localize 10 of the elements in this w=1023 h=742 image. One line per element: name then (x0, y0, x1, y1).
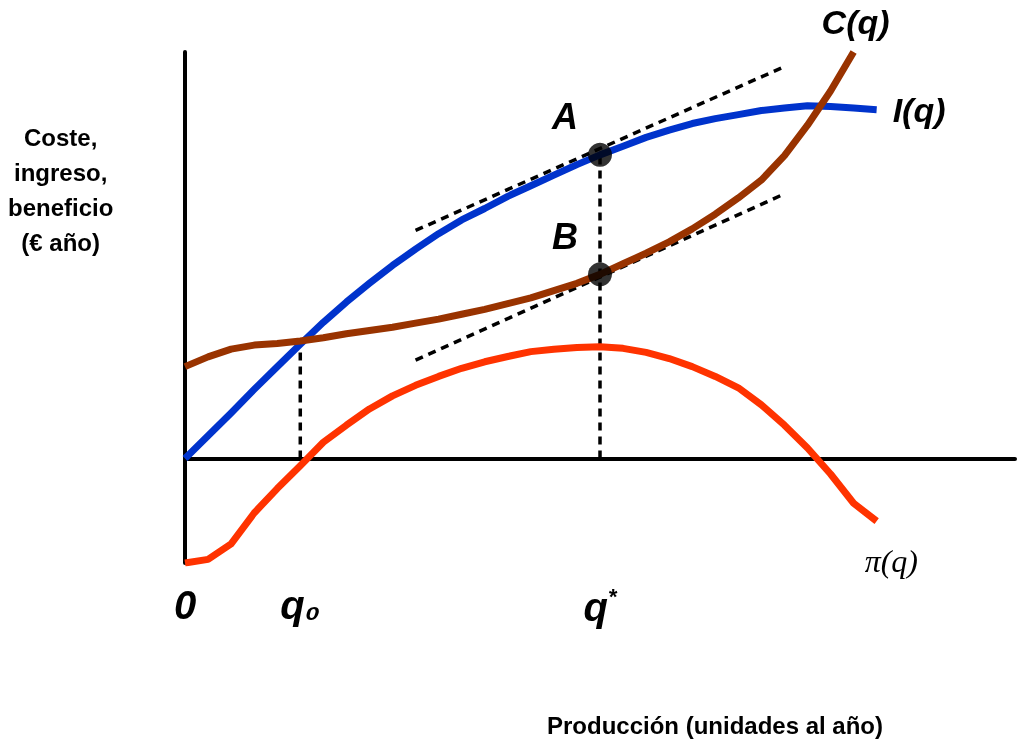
x-axis-title: Producción (unidades al año) (546, 711, 884, 739)
series-label: C(q) (821, 3, 890, 41)
x-tick-label: 0 (173, 583, 197, 627)
series-label: π(q) (864, 543, 919, 580)
annotation: B (552, 215, 578, 257)
x-tick-label: q* (583, 583, 618, 629)
y-axis-title: Coste, ingreso, beneficio (€ año) (8, 124, 114, 256)
x-tick-label: q₀ (280, 583, 321, 627)
series-label: I(q) (892, 90, 946, 129)
annotation: A (551, 96, 578, 138)
